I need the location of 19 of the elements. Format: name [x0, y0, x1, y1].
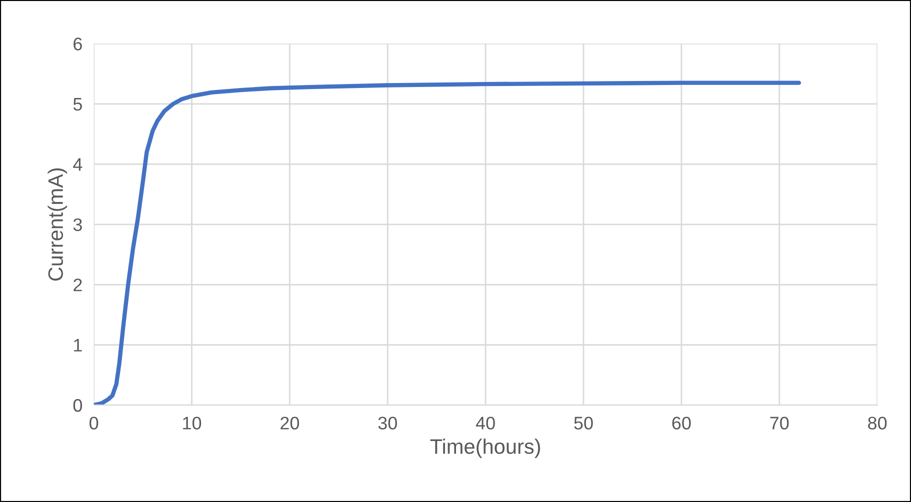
- x-tick-label: 20: [280, 416, 300, 430]
- y-tick-label: 3: [73, 218, 82, 232]
- x-tick-label: 10: [183, 416, 202, 430]
- y-tick-label: 2: [74, 278, 82, 292]
- y-tick-label: 4: [73, 158, 82, 171]
- x-tick-label: 40: [476, 416, 495, 430]
- y-tick-label: 0: [73, 399, 82, 412]
- y-tick-label: 1: [74, 338, 82, 352]
- line-series: [94, 80, 802, 406]
- x-axis-title: Time(hours): [430, 438, 540, 458]
- y-tick-label: 5: [73, 98, 82, 111]
- x-tick-label: 70: [770, 416, 789, 430]
- x-tick-label: 60: [672, 416, 691, 430]
- x-tick-label: 50: [574, 416, 593, 430]
- y-axis-title: Current(mA): [48, 168, 68, 281]
- y-tick-label: 6: [74, 38, 82, 50]
- x-tick-label: 30: [378, 416, 397, 430]
- x-tick-label: 0: [90, 416, 98, 430]
- x-tick-label: 80: [868, 416, 887, 430]
